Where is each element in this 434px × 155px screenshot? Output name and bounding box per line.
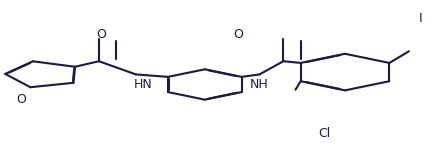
Text: O: O (233, 28, 243, 41)
Text: Cl: Cl (319, 127, 331, 140)
Text: O: O (96, 28, 105, 41)
Text: O: O (16, 93, 26, 106)
Text: HN: HN (134, 78, 153, 91)
Text: NH: NH (250, 78, 269, 91)
Text: I: I (418, 12, 422, 25)
